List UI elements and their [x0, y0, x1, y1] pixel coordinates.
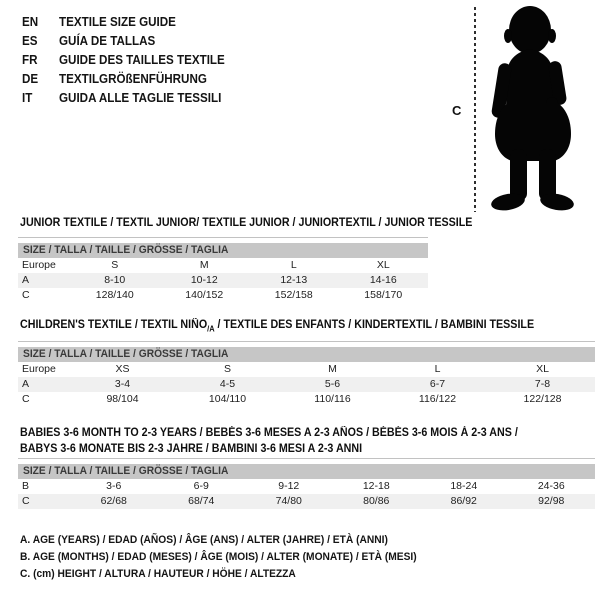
table-cell: 3-4 — [114, 378, 131, 390]
babies-size-table: SIZE / TALLA / TAILLE / GRÖSSE / TAGLIA … — [18, 458, 595, 509]
table-cell: 62/68 — [100, 495, 127, 507]
table-cell: 92/98 — [538, 495, 565, 507]
table-cell: 140/152 — [185, 289, 224, 301]
footnote-b: B. AGE (MONTHS) / EDAD (MESES) / ÂGE (MO… — [20, 551, 417, 563]
row-label: Europe — [22, 259, 56, 271]
table-cell: M — [328, 363, 337, 375]
table-cell: 116/122 — [418, 393, 457, 405]
language-title: GUIDA ALLE TAGLIE TESSILI — [59, 91, 222, 105]
children-size-table: SIZE / TALLA / TAILLE / GRÖSSE / TAGLIA … — [18, 341, 595, 407]
table-cell: XS — [115, 363, 130, 375]
table-cell: 80/86 — [363, 495, 390, 507]
table-cell: L — [290, 259, 297, 271]
junior-size-table: SIZE / TALLA / TAILLE / GRÖSSE / TAGLIA … — [18, 237, 428, 303]
size-header-text: SIZE / TALLA / TAILLE / GRÖSSE / TAGLIA — [23, 348, 229, 360]
table-cell: 74/80 — [275, 495, 302, 507]
table-cell: 68/74 — [188, 495, 215, 507]
table-cell: 8-10 — [104, 274, 126, 286]
height-dashed-line — [474, 7, 476, 212]
table-cell: 152/158 — [274, 289, 313, 301]
size-header-text: SIZE / TALLA / TAILLE / GRÖSSE / TAGLIA — [23, 244, 229, 256]
table-row-height: C 98/104 104/110 110/116 116/122 122/128 — [18, 392, 595, 407]
table-cell: S — [223, 363, 231, 375]
table-row-months: B 3-6 6-9 9-12 12-18 18-24 24-36 — [18, 479, 595, 494]
table-cell: 110/116 — [314, 393, 351, 405]
table-cell: 86/92 — [450, 495, 477, 507]
row-label: A — [22, 378, 30, 390]
table-cell: 12-18 — [362, 480, 390, 492]
language-code: ES — [22, 34, 38, 48]
table-cell: 4-5 — [219, 378, 236, 390]
language-list: EN TEXTILE SIZE GUIDE ES GUÍA DE TALLAS … — [22, 13, 237, 108]
size-header-text: SIZE / TALLA / TAILLE / GRÖSSE / TAGLIA — [23, 465, 229, 477]
table-row-height: C 62/68 68/74 74/80 80/86 86/92 92/98 — [18, 494, 595, 509]
table-cell: 6-7 — [429, 378, 446, 390]
language-row-de: DE TEXTILGRÖßENFÜHRUNG — [22, 70, 237, 89]
row-label: C — [22, 289, 30, 301]
children-table-title-text: CHILDREN'S TEXTILE / TEXTIL NIÑO/A / TEX… — [20, 319, 535, 334]
size-header-bar: SIZE / TALLA / TAILLE / GRÖSSE / TAGLIA — [18, 243, 428, 258]
table-cell: 14-16 — [369, 274, 397, 286]
table-cell: 98/104 — [106, 393, 139, 405]
table-cell: XL — [376, 259, 390, 271]
row-label: B — [22, 480, 30, 492]
table-cell: 5-6 — [324, 378, 341, 390]
language-code: FR — [22, 53, 38, 67]
language-row-fr: FR GUIDE DES TAILLES TEXTILE — [22, 51, 237, 70]
table-cell: L — [434, 363, 441, 375]
table-row-age: A 8-10 10-12 12-13 14-16 — [18, 273, 428, 288]
table-cell: S — [111, 259, 119, 271]
children-table-title: CHILDREN'S TEXTILE / TEXTIL NIÑO/A / TEX… — [20, 317, 573, 337]
table-cell: XL — [536, 363, 549, 375]
baby-silhouette-icon — [491, 6, 574, 211]
language-code: IT — [22, 91, 33, 105]
babies-table-title: BABIES 3-6 MONTH TO 2-3 YEARS / BEBÉS 3-… — [20, 425, 555, 457]
size-header-bar: SIZE / TALLA / TAILLE / GRÖSSE / TAGLIA — [18, 464, 595, 479]
table-cell: 9-12 — [278, 480, 300, 492]
size-header-bar: SIZE / TALLA / TAILLE / GRÖSSE / TAGLIA — [18, 347, 595, 362]
row-label: C — [22, 393, 30, 405]
table-cell: 104/110 — [208, 393, 247, 405]
height-marker-label: C — [452, 103, 462, 118]
table-cell: 6-9 — [193, 480, 209, 492]
table-cell: 3-6 — [106, 480, 122, 492]
language-row-en: EN TEXTILE SIZE GUIDE — [22, 13, 237, 32]
table-cell: 18-24 — [450, 480, 478, 492]
junior-table-title: JUNIOR TEXTILE / TEXTIL JUNIOR/ TEXTILE … — [20, 215, 506, 231]
footnote-a: A. AGE (YEARS) / EDAD (AÑOS) / ÂGE (ANS)… — [20, 534, 388, 546]
table-cell: 10-12 — [190, 274, 218, 286]
language-row-it: IT GUIDA ALLE TAGLIE TESSILI — [22, 89, 237, 108]
babies-table-title-line2: BABYS 3-6 MONATE BIS 2-3 JAHRE / BAMBINI… — [20, 443, 363, 455]
row-label: C — [22, 495, 30, 507]
footnotes: A. AGE (YEARS) / EDAD (AÑOS) / ÂGE (ANS)… — [20, 532, 447, 583]
table-cell: 12-13 — [280, 274, 308, 286]
babies-table-title-line1: BABIES 3-6 MONTH TO 2-3 YEARS / BEBÉS 3-… — [20, 427, 518, 439]
table-cell: 128/140 — [95, 289, 134, 301]
table-row-age: A 3-4 4-5 5-6 6-7 7-8 — [18, 377, 595, 392]
language-row-es: ES GUÍA DE TALLAS — [22, 32, 237, 51]
table-cell: 24-36 — [537, 480, 565, 492]
table-row-europe: Europe S M L XL — [18, 258, 428, 273]
table-cell: M — [199, 259, 209, 271]
row-label: Europe — [22, 363, 56, 375]
table-cell: 122/128 — [523, 393, 562, 405]
language-code: DE — [22, 72, 39, 86]
footnote-c: C. (cm) HEIGHT / ALTURA / HAUTEUR / HÖHE… — [20, 568, 296, 580]
table-cell: 158/170 — [364, 289, 403, 301]
language-title: GUIDE DES TAILLES TEXTILE — [59, 53, 225, 67]
table-row-europe: Europe XS S M L XL — [18, 362, 595, 377]
language-title: GUÍA DE TALLAS — [59, 34, 156, 48]
language-title: TEXTILE SIZE GUIDE — [59, 15, 176, 29]
table-row-height: C 128/140 140/152 152/158 158/170 — [18, 288, 428, 303]
row-label: A — [22, 274, 30, 286]
language-title: TEXTILGRÖßENFÜHRUNG — [59, 72, 207, 86]
junior-table-title-text: JUNIOR TEXTILE / TEXTIL JUNIOR/ TEXTILE … — [20, 217, 473, 229]
language-code: EN — [22, 15, 39, 29]
table-cell: 7-8 — [534, 378, 551, 390]
